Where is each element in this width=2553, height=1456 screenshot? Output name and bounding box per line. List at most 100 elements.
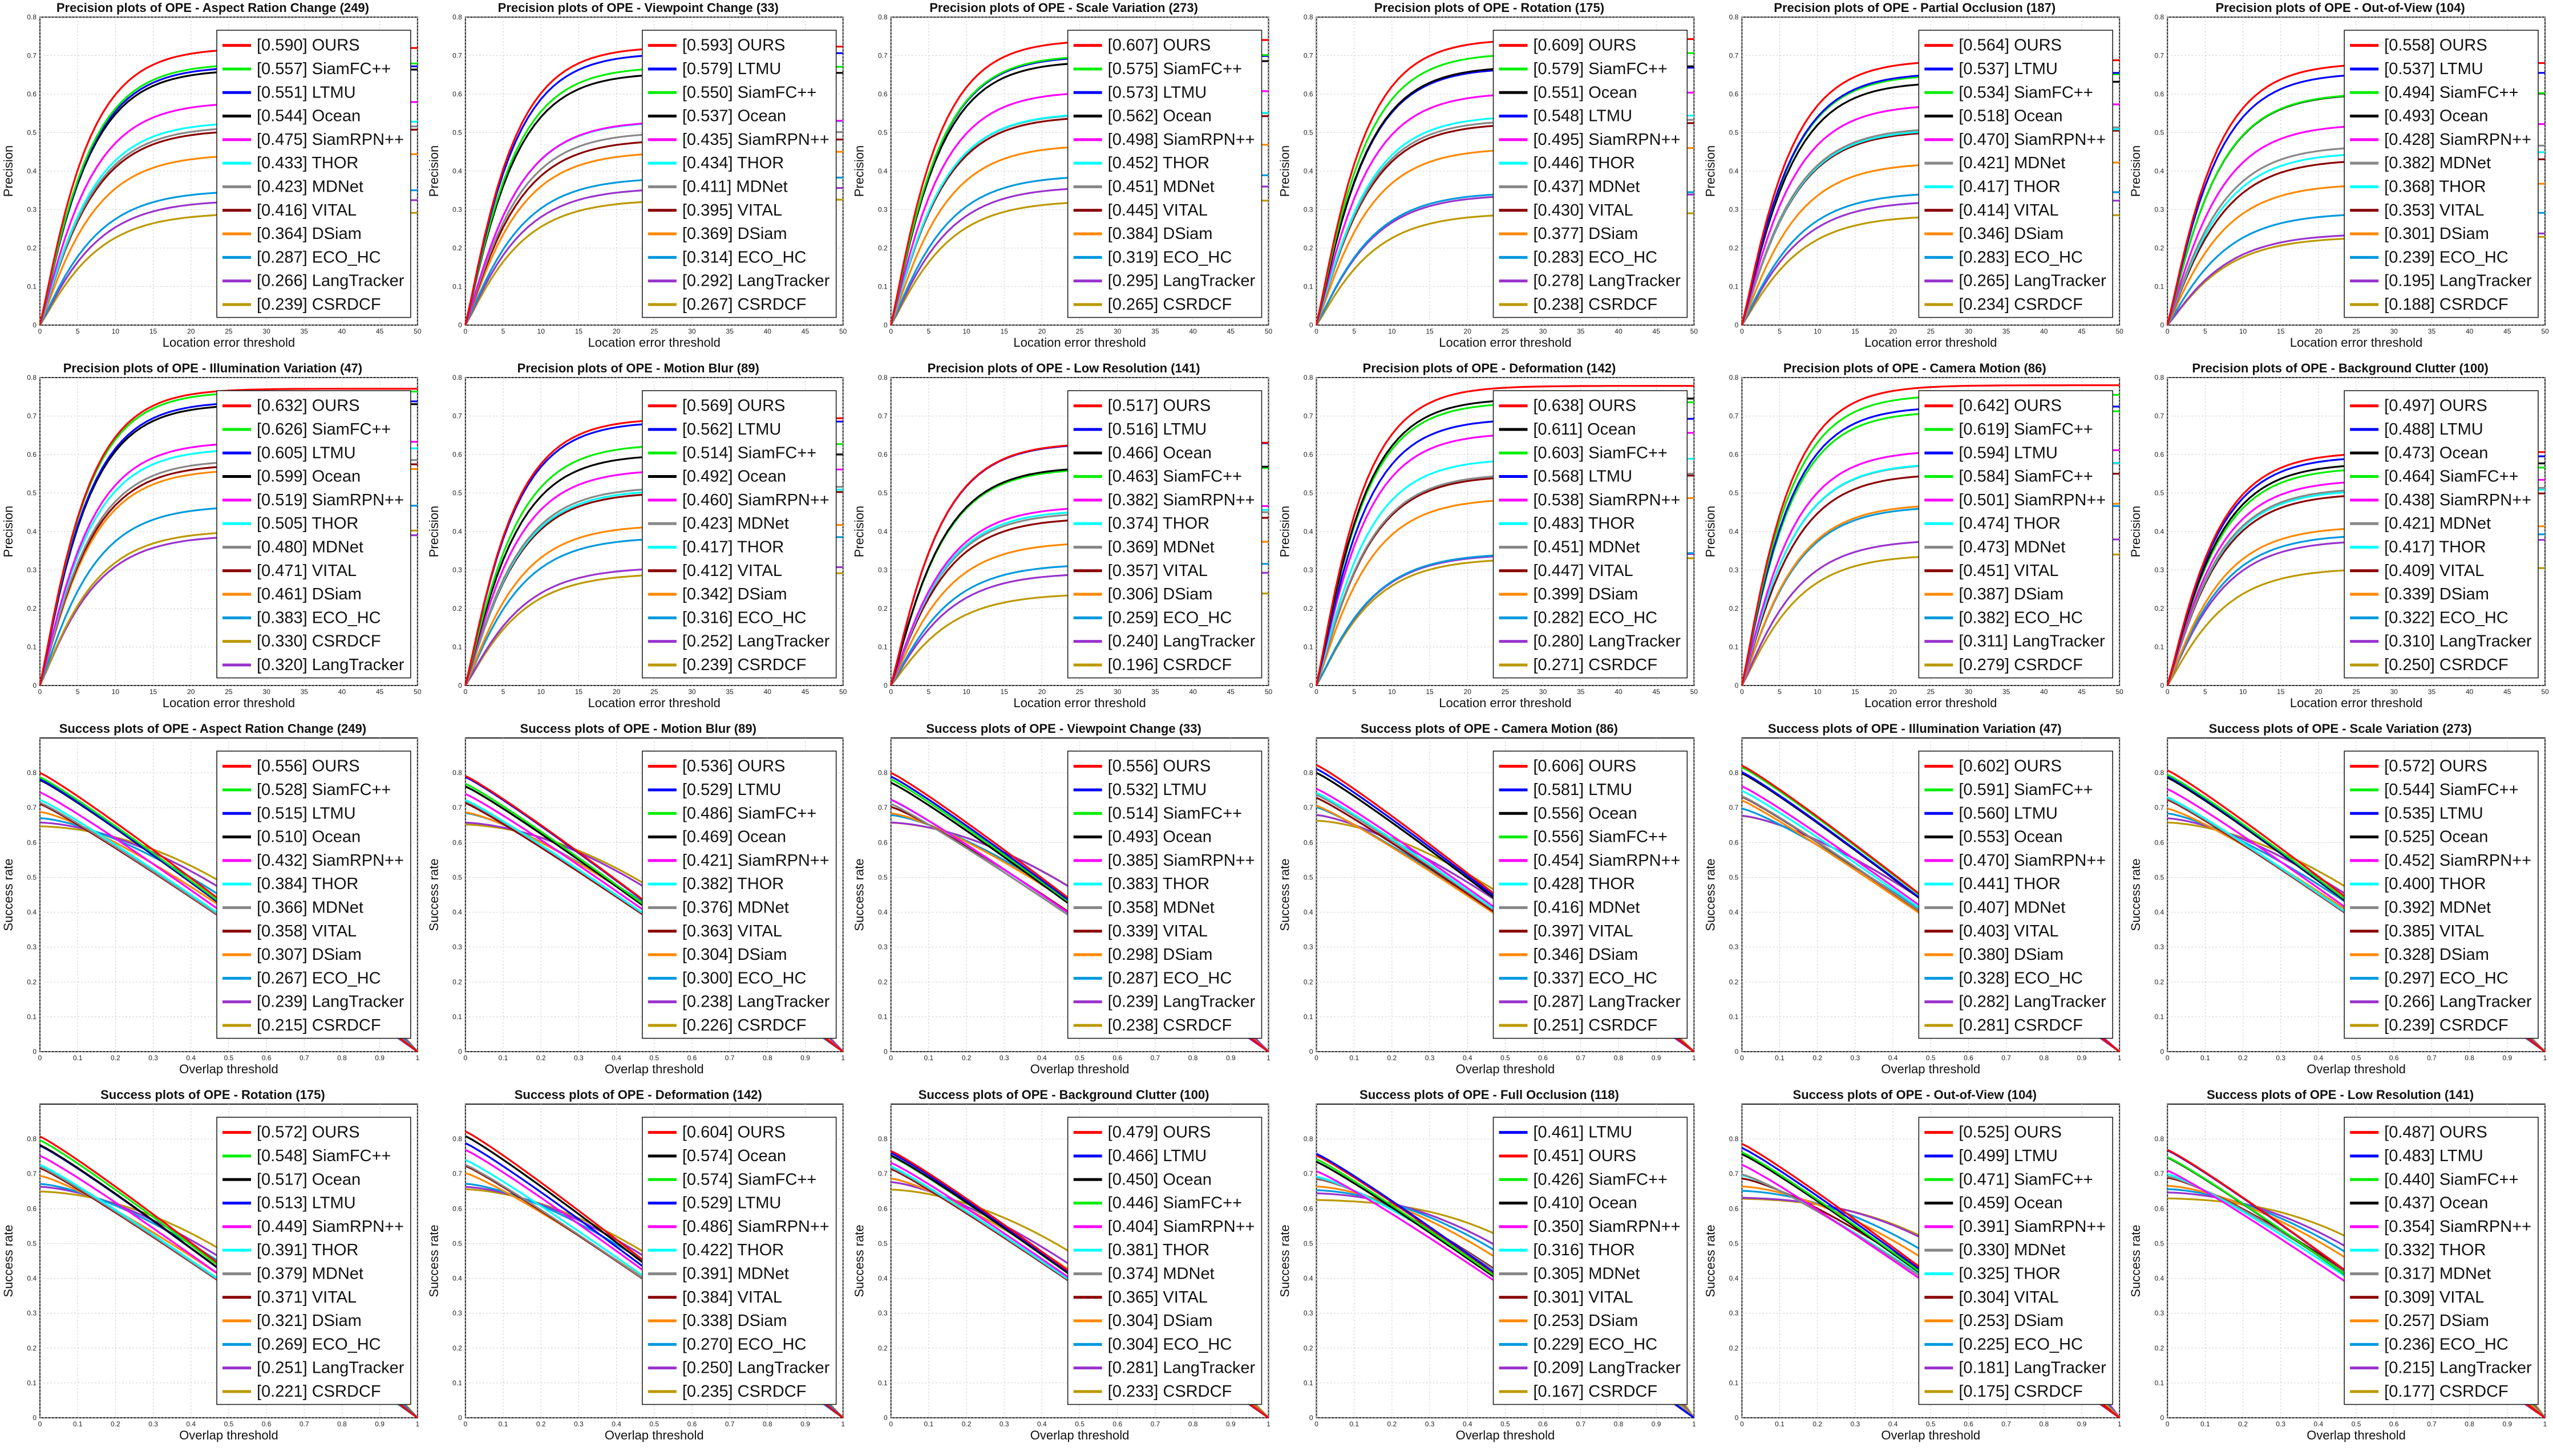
legend-entry: [0.400] THOR <box>2384 875 2486 893</box>
chart-4-2: Success plots of OPE - Deformation (142)… <box>427 1088 845 1442</box>
y-tick-label: 0.7 <box>1729 1170 1739 1178</box>
x-tick-label: 10 <box>537 688 545 696</box>
chart-1-3: Precision plots of OPE - Scale Variation… <box>852 1 1273 350</box>
chart-title: Success plots of OPE - Motion Blur (89) <box>520 721 756 736</box>
legend-entry: [0.414] VITAL <box>1959 201 2058 220</box>
legend-entry: [0.518] Ocean <box>1959 107 2062 125</box>
x-tick-label: 0.2 <box>962 1420 972 1428</box>
legend-entry: [0.562] LTMU <box>682 420 782 439</box>
legend-entry: [0.382] MDNet <box>2384 154 2491 172</box>
legend-entry: [0.426] SiamFC++ <box>1534 1170 1668 1189</box>
legend-entry: [0.225] ECO_HC <box>1959 1335 2083 1353</box>
y-tick-label: 0.2 <box>1729 605 1739 613</box>
y-tick-label: 0.2 <box>452 605 462 613</box>
legend-entry: [0.421] MDNet <box>2384 514 2491 533</box>
legend-entry: [0.505] THOR <box>257 514 358 533</box>
legend-entry: [0.283] ECO_HC <box>1534 248 1658 266</box>
legend-entry: [0.330] MDNet <box>1959 1241 2065 1259</box>
legend-entry: [0.516] LTMU <box>1108 420 1207 439</box>
chart-4-6: Success plots of OPE - Low Resolution (1… <box>2129 1088 2547 1442</box>
x-tick-label: 0 <box>889 327 893 335</box>
legend-entry: [0.642] OURS <box>1959 397 2062 415</box>
x-tick-label: 15 <box>149 688 157 696</box>
x-tick-label: 0 <box>1740 1420 1744 1428</box>
legend-entry: [0.376] MDNet <box>682 898 789 916</box>
legend-entry: [0.304] ECO_HC <box>1108 1335 1232 1353</box>
legend-entry: [0.384] VITAL <box>682 1288 782 1307</box>
y-axis-label: Success rate <box>1703 1224 1717 1297</box>
y-tick-label: 0.3 <box>1729 566 1739 574</box>
x-tick-label: 0 <box>463 327 467 335</box>
x-tick-label: 35 <box>301 688 309 696</box>
legend-entry: [0.558] OURS <box>2384 36 2487 55</box>
x-tick-label: 20 <box>187 327 195 335</box>
legend-entry: [0.574] Ocean <box>682 1147 786 1165</box>
legend-entry: [0.322] ECO_HC <box>2384 609 2509 627</box>
chart-2-3: Precision plots of OPE - Low Resolution … <box>852 361 1273 710</box>
y-tick-label: 0 <box>33 1414 37 1422</box>
legend-entry: [0.548] SiamFC++ <box>257 1147 391 1165</box>
x-tick-label: 0.1 <box>924 1054 934 1062</box>
chart-title: Precision plots of OPE - Partial Occlusi… <box>1774 1 2056 15</box>
y-tick-label: 0.2 <box>1729 1344 1739 1352</box>
y-tick-label: 0.4 <box>1304 167 1313 175</box>
x-tick-label: 50 <box>1690 327 1698 335</box>
y-tick-label: 0.8 <box>2154 1135 2164 1143</box>
legend-entry: [0.267] ECO_HC <box>257 969 381 987</box>
legend-entry: [0.433] THOR <box>257 154 358 172</box>
legend-entry: [0.498] SiamRPN++ <box>1108 131 1255 149</box>
x-tick-label: 0 <box>2166 1420 2170 1428</box>
legend-entry: [0.556] OURS <box>257 757 360 776</box>
x-axis-label: Location error threshold <box>163 335 295 350</box>
legend-entry: [0.550] SiamFC++ <box>682 83 816 102</box>
legend-entry: [0.304] VITAL <box>1959 1288 2058 1307</box>
y-tick-label: 0.3 <box>1304 1309 1313 1317</box>
legend-entry: [0.466] Ocean <box>1108 444 1212 462</box>
y-axis-label: Success rate <box>1278 1224 1292 1297</box>
legend-entry: [0.553] Ocean <box>1959 828 2062 846</box>
legend-entry: [0.316] ECO_HC <box>682 609 807 627</box>
x-tick-label: 10 <box>1388 688 1396 696</box>
x-tick-label: 0.3 <box>1425 1054 1435 1062</box>
x-tick-label: 15 <box>2277 327 2285 335</box>
x-tick-label: 35 <box>2428 688 2436 696</box>
x-tick-label: 0.5 <box>2352 1054 2361 1062</box>
x-tick-label: 25 <box>1502 327 1510 335</box>
y-tick-label: 0.2 <box>1304 244 1313 252</box>
x-tick-label: 0.3 <box>1851 1420 1860 1428</box>
y-tick-label: 0.6 <box>2154 1204 2164 1212</box>
x-tick-label: 0.6 <box>2389 1420 2399 1428</box>
y-tick-label: 0.6 <box>452 838 462 846</box>
legend-entry: [0.304] DSiam <box>682 946 787 964</box>
legend-entry: [0.253] DSiam <box>1959 1312 2064 1330</box>
legend <box>1918 1117 2113 1405</box>
y-tick-label: 0 <box>1309 1414 1313 1422</box>
legend-entry: [0.599] Ocean <box>257 468 361 486</box>
legend-entry: [0.514] SiamFC++ <box>682 444 816 462</box>
legend-entry: [0.463] SiamFC++ <box>1108 468 1242 486</box>
legend-entry: [0.332] THOR <box>2384 1241 2486 1259</box>
legend-entry: [0.380] DSiam <box>1959 946 2064 964</box>
x-tick-label: 15 <box>1426 327 1434 335</box>
legend-entry: [0.515] LTMU <box>257 804 356 822</box>
y-axis-label: Precision <box>1 145 15 197</box>
legend-entry: [0.446] SiamFC++ <box>1108 1194 1242 1212</box>
x-tick-label: 25 <box>650 327 658 335</box>
y-tick-label: 0.7 <box>878 412 888 420</box>
x-tick-label: 0.8 <box>2039 1054 2049 1062</box>
x-tick-label: 0.8 <box>1188 1420 1198 1428</box>
legend-entry: [0.487] OURS <box>2384 1124 2487 1142</box>
x-tick-label: 20 <box>2315 327 2323 335</box>
legend-entry: [0.395] VITAL <box>682 201 782 220</box>
x-axis-label: Overlap threshold <box>1456 1428 1555 1442</box>
legend-entry: [0.528] SiamFC++ <box>257 781 391 799</box>
y-tick-label: 0.3 <box>1729 943 1739 951</box>
chart-4-3: Success plots of OPE - Background Clutte… <box>852 1088 1271 1442</box>
legend-entry: [0.593] OURS <box>682 36 786 55</box>
x-tick-label: 0 <box>2166 688 2170 696</box>
chart-3-4: Success plots of OPE - Camera Motion (86… <box>1278 721 1696 1076</box>
x-tick-label: 35 <box>1577 688 1585 696</box>
x-tick-label: 0.6 <box>1112 1054 1122 1062</box>
legend-entry: [0.188] CSRDCF <box>2384 295 2509 314</box>
